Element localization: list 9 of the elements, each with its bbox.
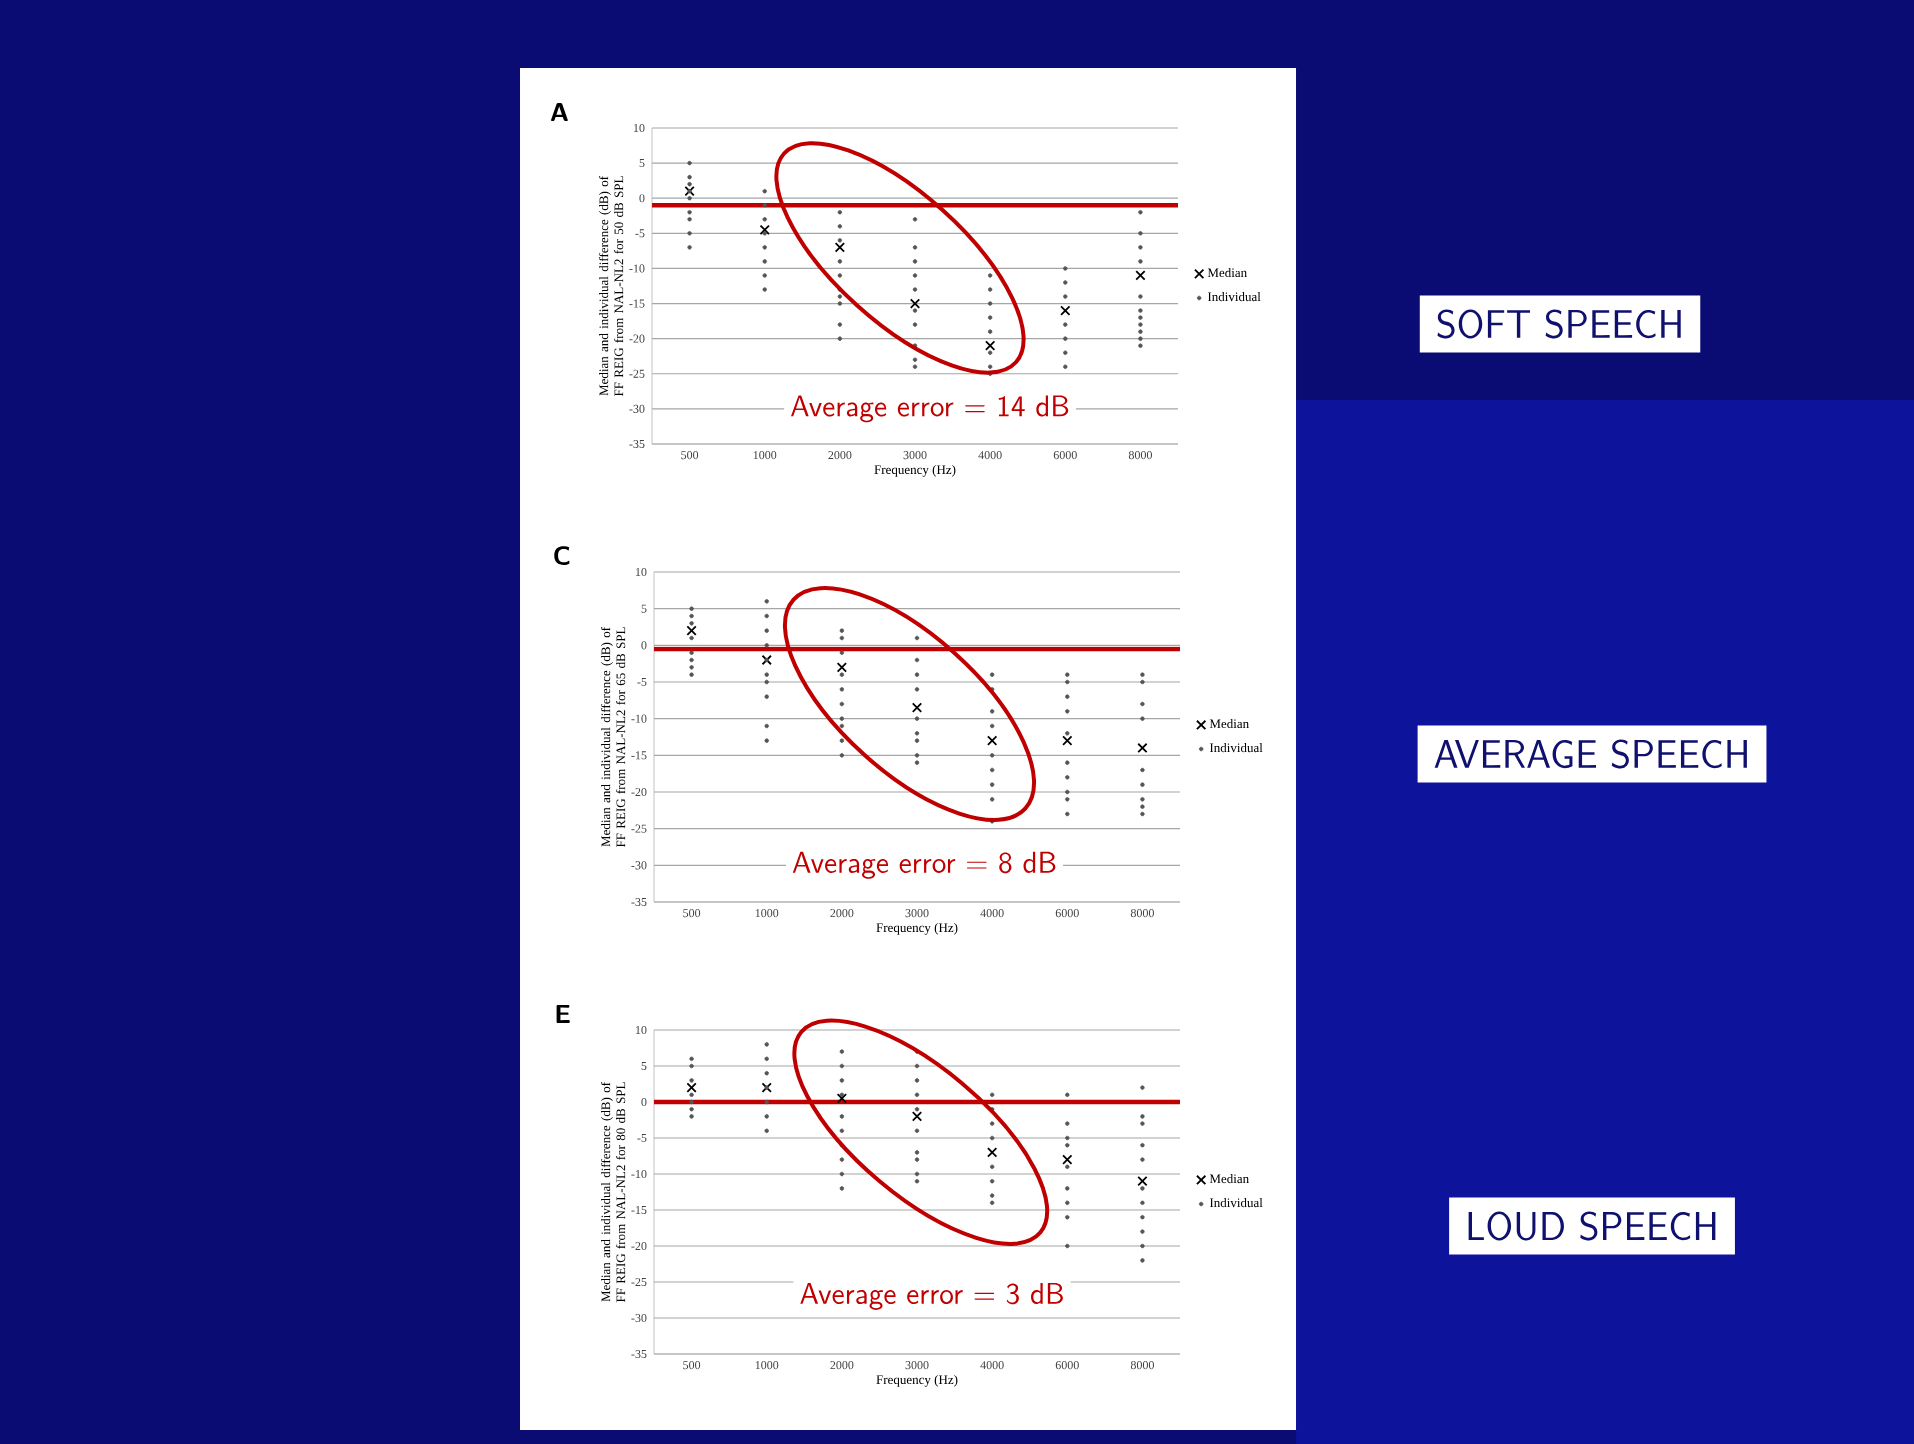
text: SOFT SPEECH	[1437, 309, 1681, 339]
chart-title: A	[550, 102, 568, 121]
annotation: Average error = 14 dB	[790, 395, 1069, 423]
chart-title: C	[554, 546, 570, 565]
annotation: Average error = 3 dB	[800, 1282, 1063, 1310]
chart-title: E	[556, 1004, 570, 1023]
text: LOUD SPEECH	[1468, 1211, 1716, 1241]
text: AVERAGE SPEECH	[1434, 739, 1747, 769]
annotation: Average error = 8 dB	[792, 851, 1056, 879]
